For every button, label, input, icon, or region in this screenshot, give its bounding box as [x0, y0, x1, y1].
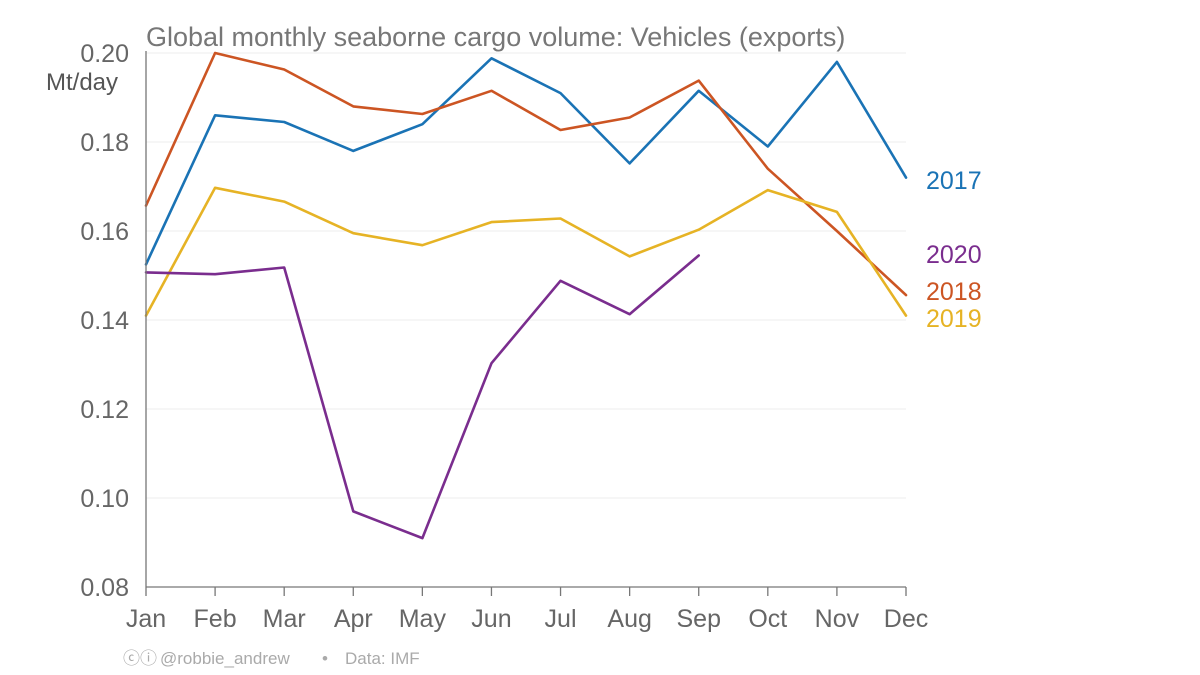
x-tick-label: Apr — [334, 605, 373, 633]
x-tick-label: Jan — [126, 605, 166, 633]
axes — [145, 51, 907, 596]
series-lines — [144, 51, 908, 540]
series-line-2018 — [144, 51, 908, 297]
series-label-2018: 2018 — [926, 278, 982, 306]
author-handle: @robbie_andrew — [160, 649, 290, 668]
y-tick-label: 0.20 — [80, 40, 129, 68]
y-tick-label: 0.08 — [80, 574, 129, 602]
y-axis-unit: Mt/day — [46, 69, 118, 96]
series-label-2019: 2019 — [926, 305, 982, 333]
x-tick-label: Feb — [194, 605, 237, 633]
x-tick-label: Nov — [815, 605, 860, 633]
series-label-2017: 2017 — [926, 167, 982, 195]
x-tick-label: Jun — [471, 605, 511, 633]
y-tick-label: 0.14 — [80, 307, 129, 335]
credit-line: ⓒⓘ @robbie_andrew • Data: IMF — [123, 649, 420, 668]
x-tick-label: Jul — [545, 605, 577, 633]
x-tick-label: Mar — [263, 605, 306, 633]
y-tick-labels: 0.08 0.10 0.12 0.14 0.16 0.18 0.20 — [80, 40, 129, 602]
y-tick-label: 0.18 — [80, 129, 129, 157]
series-line-2020 — [144, 254, 701, 540]
x-tick-label: Dec — [884, 605, 928, 633]
series-label-2020: 2020 — [926, 241, 982, 269]
series-line-2017 — [144, 56, 908, 266]
x-tick-label: Aug — [607, 605, 651, 633]
y-tick-label: 0.10 — [80, 485, 129, 513]
y-tick-label: 0.16 — [80, 218, 129, 246]
x-tick-label: Oct — [748, 605, 787, 633]
x-tick-label: May — [399, 605, 447, 633]
data-source: Data: IMF — [345, 649, 420, 668]
license-icon: ⓒⓘ — [123, 649, 157, 668]
x-tick-labels: Jan Feb Mar Apr May Jun Jul Aug Sep Oct Nov Dec — [126, 605, 928, 633]
series-line-2019 — [144, 186, 908, 317]
x-tick-label: Sep — [676, 605, 720, 633]
credit-separator: • — [322, 649, 328, 668]
chart-title: Global monthly seaborne cargo volume: Ve… — [146, 22, 845, 52]
y-tick-label: 0.12 — [80, 396, 129, 424]
